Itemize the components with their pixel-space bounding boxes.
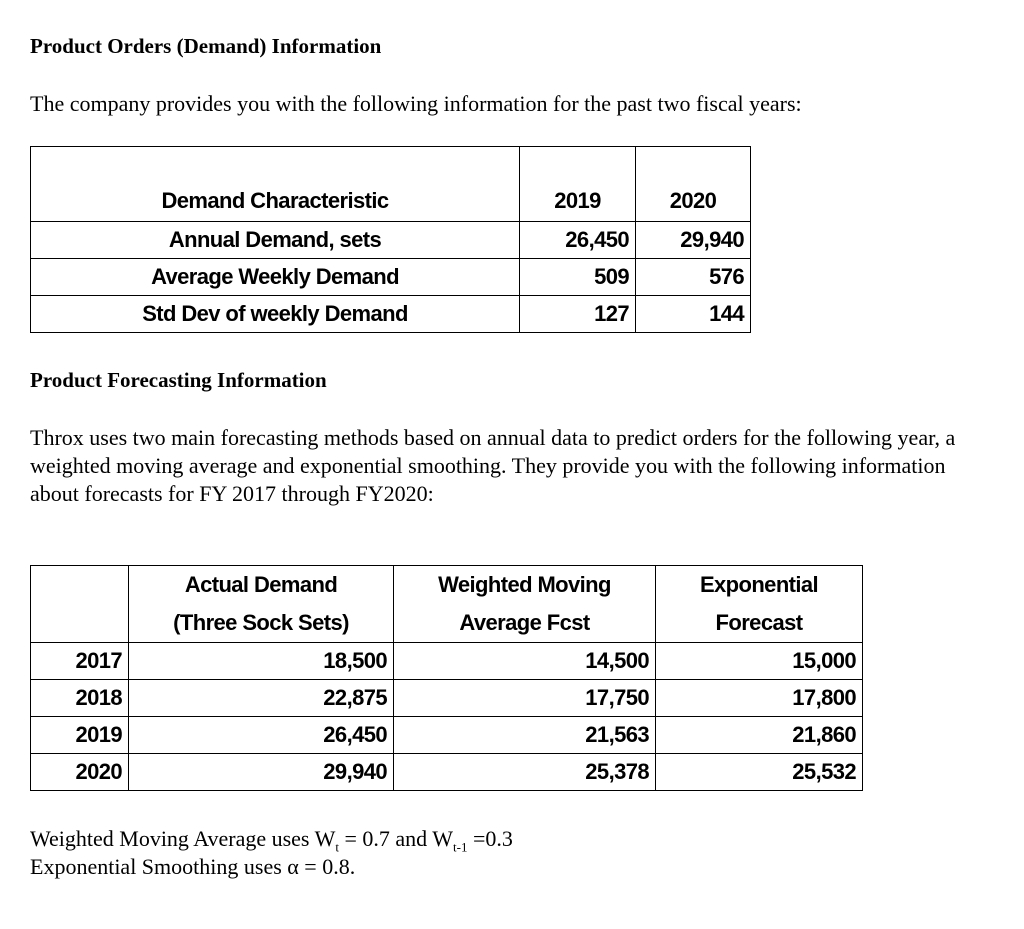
header-line: Average Fcst	[459, 610, 590, 635]
table-row: Std Dev of weekly Demand 127 144	[30, 295, 751, 333]
cell: 25,378	[393, 753, 656, 791]
header-cell: Demand Characteristic	[30, 146, 520, 222]
cell: 14,500	[393, 642, 656, 680]
header-cell-wma: Weighted Moving Average Fcst	[393, 565, 656, 643]
section-title-demand: Product Orders (Demand) Information	[30, 34, 382, 58]
section-title-forecasting: Product Forecasting Information	[30, 368, 327, 392]
subscript: t-1	[453, 839, 468, 855]
cell: 26,450	[519, 221, 636, 259]
cell: 15,000	[655, 642, 863, 680]
row-label: Annual Demand, sets	[30, 221, 520, 259]
table-row: 2018 22,875 17,750 17,800	[30, 679, 863, 717]
cell: 29,940	[128, 753, 394, 791]
table-row: Annual Demand, sets 26,450 29,940	[30, 221, 751, 259]
year-cell: 2018	[30, 679, 129, 717]
cell: 25,532	[655, 753, 863, 791]
table-row: 2017 18,500 14,500 15,000	[30, 642, 863, 680]
header-cell: 2019	[519, 146, 636, 222]
table-row: 2020 29,940 25,378 25,532	[30, 753, 863, 791]
forecasting-intro-text: Throx uses two main forecasting methods …	[30, 425, 956, 506]
note-text: = 0.7 and W	[338, 826, 454, 851]
header-cell-empty	[30, 565, 129, 643]
cell: 26,450	[128, 716, 394, 754]
subscript: t	[335, 839, 339, 855]
row-label: Average Weekly Demand	[30, 258, 520, 296]
header-line: Exponential	[699, 572, 819, 597]
cell: 22,875	[128, 679, 394, 717]
header-cell: 2020	[635, 146, 751, 222]
exp-note: Exponential Smoothing uses α = 0.8.	[30, 854, 356, 879]
header-line: Weighted Moving	[438, 572, 611, 597]
cell: 17,800	[655, 679, 863, 717]
header-line: Forecast	[715, 610, 804, 635]
table-row: 2019 26,450 21,563 21,860	[30, 716, 863, 754]
year-cell: 2017	[30, 642, 129, 680]
note-text: =0.3	[467, 826, 513, 851]
forecast-table: Actual Demand (Three Sock Sets) Weighted …	[30, 565, 863, 791]
cell: 576	[635, 258, 751, 296]
cell: 509	[519, 258, 636, 296]
demand-table: Demand Characteristic 2019 2020 Annual D…	[30, 146, 751, 333]
header-cell-exp: Exponential Forecast	[655, 565, 863, 643]
note-text: Weighted Moving Average uses W	[30, 826, 336, 851]
cell: 21,563	[393, 716, 656, 754]
cell: 21,860	[655, 716, 863, 754]
demand-intro-text: The company provides you with the follow…	[30, 91, 802, 116]
cell: 18,500	[128, 642, 394, 680]
table-header-row: Demand Characteristic 2019 2020	[30, 146, 751, 222]
row-label: Std Dev of weekly Demand	[30, 295, 520, 333]
year-cell: 2020	[30, 753, 129, 791]
table-row: Average Weekly Demand 509 576	[30, 258, 751, 296]
cell: 144	[635, 295, 751, 333]
table-header-row: Actual Demand (Three Sock Sets) Weighted …	[30, 565, 863, 643]
year-cell: 2019	[30, 716, 129, 754]
header-line: Actual Demand	[184, 572, 338, 597]
cell: 17,750	[393, 679, 656, 717]
wma-note: Weighted Moving Average uses Wt = 0.7 an…	[30, 826, 513, 855]
cell: 127	[519, 295, 636, 333]
header-line: (Three Sock Sets)	[173, 610, 349, 635]
cell: 29,940	[635, 221, 751, 259]
header-cell-actual: Actual Demand (Three Sock Sets)	[128, 565, 394, 643]
